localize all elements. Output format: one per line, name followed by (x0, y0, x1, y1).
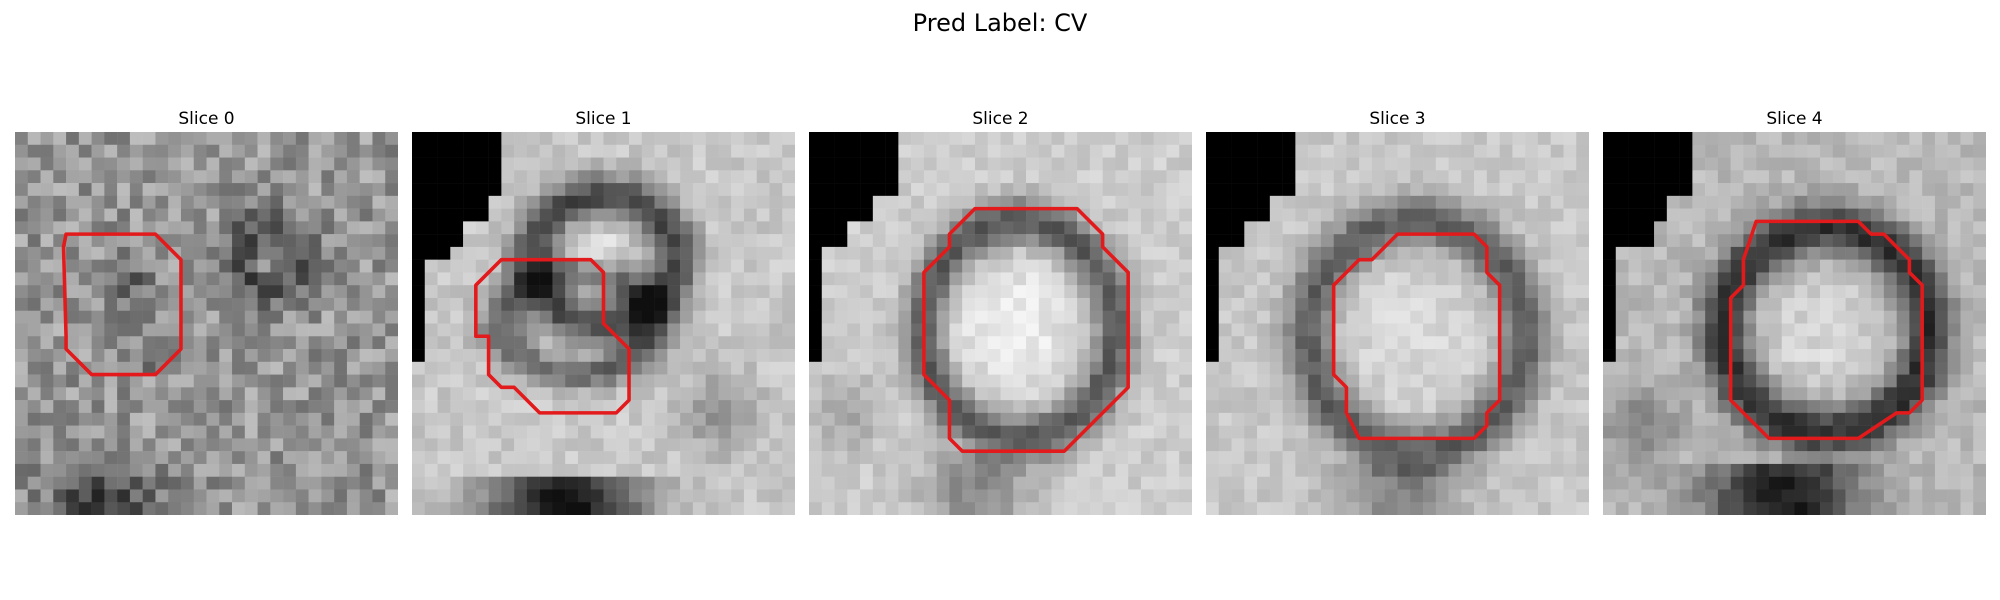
slice-image-4 (1603, 132, 1986, 515)
slice-panel-4: Slice 4 (1603, 108, 1986, 515)
pixel-grid-2 (809, 132, 1192, 515)
slice-panel-2: Slice 2 (809, 108, 1192, 515)
pixel-grid-0 (15, 132, 398, 515)
slice-image-3 (1206, 132, 1589, 515)
slice-title-1: Slice 1 (412, 108, 795, 132)
slice-title-2: Slice 2 (809, 108, 1192, 132)
slice-image-1 (412, 132, 795, 515)
slice-image-2 (809, 132, 1192, 515)
slice-title-3: Slice 3 (1206, 108, 1589, 132)
slice-title-4: Slice 4 (1603, 108, 1986, 132)
pixel-grid-3 (1206, 132, 1589, 515)
slice-panel-0: Slice 0 (15, 108, 398, 515)
slice-title-0: Slice 0 (15, 108, 398, 132)
slice-panel-1: Slice 1 (412, 108, 795, 515)
pixel-grid-4 (1603, 132, 1986, 515)
slice-image-0 (15, 132, 398, 515)
slice-panel-3: Slice 3 (1206, 108, 1589, 515)
figure-title: Pred Label: CV (0, 6, 2000, 40)
